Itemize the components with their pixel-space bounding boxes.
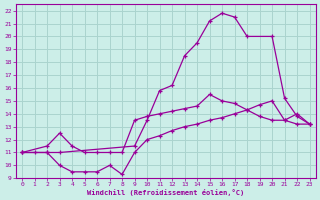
- X-axis label: Windchill (Refroidissement éolien,°C): Windchill (Refroidissement éolien,°C): [87, 189, 244, 196]
